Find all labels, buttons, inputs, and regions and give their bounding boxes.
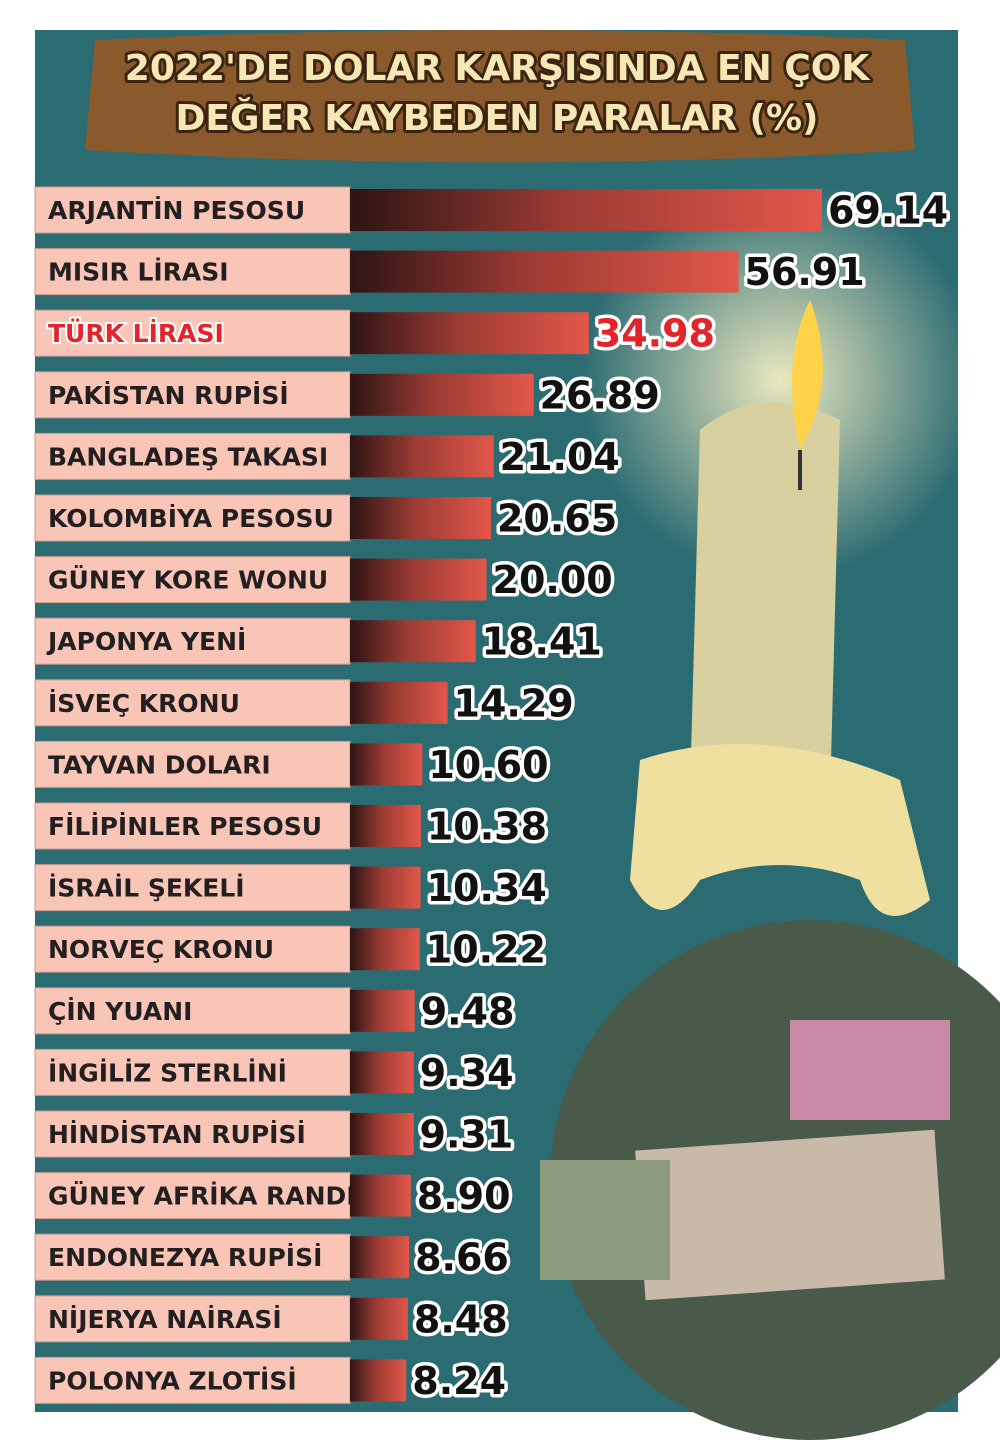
value-label: 20.65 xyxy=(497,497,617,541)
category-label: NORVEÇ KRONU xyxy=(48,935,274,964)
category-box xyxy=(34,309,351,357)
bar xyxy=(350,1236,410,1279)
value-label: 8.24 xyxy=(412,1359,506,1403)
category-label: İNGİLİZ STERLİNİ xyxy=(48,1057,287,1087)
value-label: 8.90 xyxy=(417,1174,511,1218)
category-box xyxy=(34,1110,351,1158)
bar xyxy=(350,558,487,601)
category-box xyxy=(34,1172,351,1220)
category-box xyxy=(34,371,351,419)
category-label: GÜNEY KORE WONU xyxy=(48,565,328,595)
category-label: ENDONEZYA RUPİSİ xyxy=(48,1242,322,1272)
category-box xyxy=(34,617,351,665)
bar xyxy=(350,1174,411,1217)
category-box xyxy=(34,1233,351,1281)
bar xyxy=(350,743,423,786)
bar xyxy=(350,805,421,847)
bar xyxy=(350,989,415,1032)
value-label: 56.91 xyxy=(745,250,865,294)
bar xyxy=(350,373,534,416)
value-label: 14.29 xyxy=(454,681,574,725)
bar xyxy=(350,189,822,231)
category-label: TAYVAN DOLARI xyxy=(48,750,271,779)
category-box xyxy=(34,864,351,912)
value-label: 21.04 xyxy=(500,435,620,479)
category-box xyxy=(34,802,351,850)
category-label: PAKİSTAN RUPİSİ xyxy=(48,380,289,410)
value-label: 9.48 xyxy=(421,989,515,1033)
category-label: KOLOMBİYA PESOSU xyxy=(48,503,334,533)
category-label: BANGLADEŞ TAKASI xyxy=(48,442,328,471)
category-label: İSRAİL ŞEKELİ xyxy=(48,873,245,903)
category-box xyxy=(34,987,351,1035)
bar xyxy=(350,1297,408,1340)
category-label: İSVEÇ KRONU xyxy=(48,688,240,718)
category-label: GÜNEY AFRİKA RANDI xyxy=(48,1181,356,1211)
value-label: 18.41 xyxy=(482,620,602,664)
bar xyxy=(350,435,494,478)
value-label: 34.98 xyxy=(595,312,715,356)
category-box xyxy=(34,248,351,296)
value-label: 8.66 xyxy=(415,1236,509,1280)
category-box xyxy=(34,679,351,727)
bar xyxy=(350,250,739,293)
category-label: ÇİN YUANI xyxy=(48,996,192,1026)
category-label: FİLİPİNLER PESOSU xyxy=(48,811,322,841)
bar xyxy=(350,1359,407,1402)
category-box xyxy=(34,432,351,480)
bar xyxy=(350,312,589,355)
category-label: JAPONYA YENİ xyxy=(46,626,246,656)
category-label: TÜRK LİRASI xyxy=(48,318,224,348)
category-label: POLONYA ZLOTİSİ xyxy=(48,1365,297,1395)
title-banner xyxy=(85,30,915,163)
value-label: 10.22 xyxy=(426,928,546,972)
value-label: 8.48 xyxy=(414,1297,508,1341)
category-label: MISIR LİRASI xyxy=(48,257,229,287)
category-box xyxy=(34,186,351,234)
value-label: 10.60 xyxy=(428,743,548,787)
value-label: 26.89 xyxy=(540,373,660,417)
value-label: 69.14 xyxy=(828,189,948,233)
value-label: 10.38 xyxy=(427,805,547,849)
chart-title: DEĞER KAYBEDEN PARALAR (%) xyxy=(176,97,819,139)
bar xyxy=(350,681,448,724)
chart-title: 2022'DE DOLAR KARŞISINDA EN ÇOK xyxy=(125,48,871,89)
category-label: NİJERYA NAİRASİ xyxy=(48,1304,282,1334)
category-label: HİNDİSTAN RUPİSİ xyxy=(48,1119,306,1149)
category-box xyxy=(34,1356,351,1404)
value-label: 9.34 xyxy=(420,1051,514,1095)
bar xyxy=(350,497,491,539)
category-box xyxy=(34,925,351,973)
value-label: 9.31 xyxy=(420,1113,514,1157)
bar xyxy=(350,928,420,971)
bar xyxy=(350,1113,414,1155)
value-label: 20.00 xyxy=(493,558,613,602)
value-label: 10.34 xyxy=(427,866,547,910)
bar xyxy=(350,866,421,909)
category-box xyxy=(34,556,351,604)
category-box xyxy=(34,1048,351,1096)
category-label: ARJANTİN PESOSU xyxy=(48,195,305,225)
bar xyxy=(350,620,476,663)
bar xyxy=(350,1051,414,1094)
